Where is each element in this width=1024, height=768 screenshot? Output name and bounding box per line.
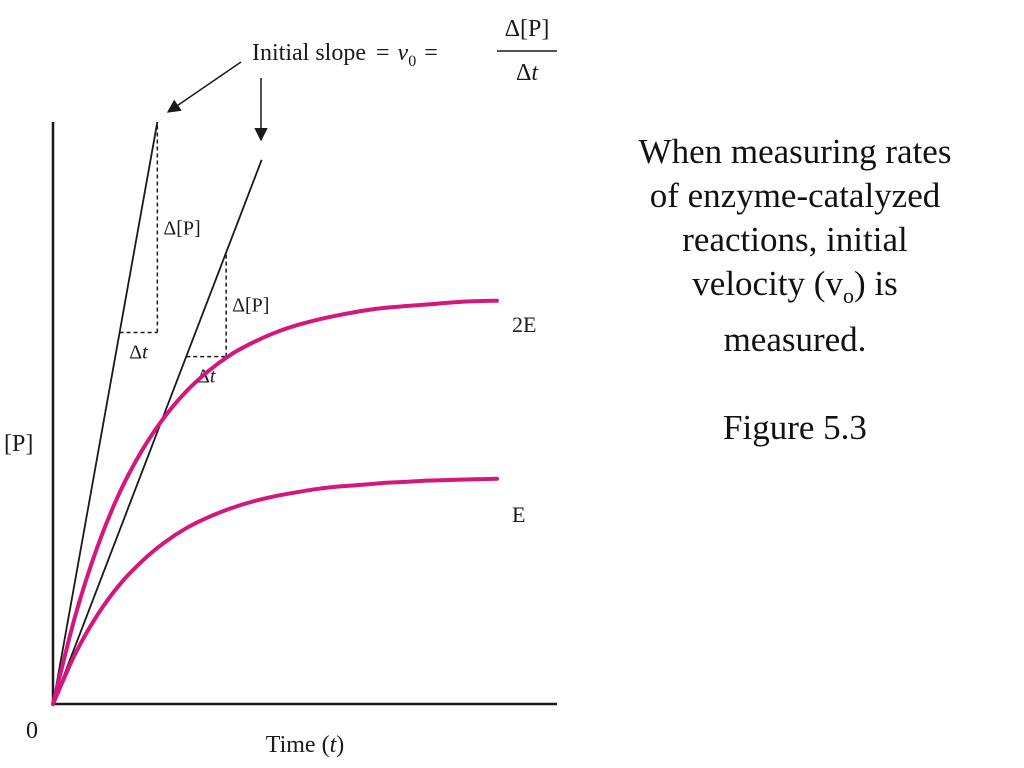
annotation-equals-2: = (424, 40, 438, 66)
annotation-v: v (398, 40, 409, 66)
annotation-frac-denominator: Δt (516, 60, 539, 86)
caption-line-4: velocity (vo) is (585, 262, 1005, 318)
tangent-2E-line (52, 121, 159, 705)
tangent-lines (52, 121, 263, 705)
x-axis-label-suffix: ) (336, 732, 344, 758)
annotation-v-sub: 0 (408, 53, 416, 70)
y-axis-label: [P] (4, 431, 33, 457)
x-axis-label: Time (t) (266, 732, 344, 758)
caption-line-3: reactions, initial (682, 220, 908, 259)
annotation-frac-denominator-t: t (531, 60, 539, 86)
annotation-arrow-left (166, 61, 242, 113)
annotation-equation: Initial slope = v0 = (252, 40, 438, 70)
caption-line-4-suffix: ) is (853, 264, 898, 303)
series-curves (51, 298, 499, 706)
annotation-equals-1: = (376, 40, 390, 66)
x-axis-label-var: t (330, 732, 338, 758)
x-axis-label-prefix: Time ( (266, 732, 330, 758)
slope-triangle-2-dy-label: Δ[P] (232, 295, 269, 317)
tangent-E-line (52, 159, 263, 705)
series-line-e (51, 476, 499, 706)
caption-line-1: When measuring rates (638, 132, 952, 171)
caption-spacer (585, 362, 1005, 406)
caption-line-5: measured. (723, 320, 867, 359)
caption-line-2: of enzyme-catalyzed (649, 176, 941, 215)
origin-label: 0 (26, 718, 38, 744)
figure-reference: Figure 5.3 (723, 408, 867, 447)
caption: When measuring rates of enzyme-catalyzed… (585, 130, 1005, 450)
slope-triangles: Δ[P]ΔtΔ[P]Δt (119, 122, 269, 388)
series-label-e: E (512, 502, 525, 527)
slope-triangle-1-dx-label: Δt (129, 342, 148, 364)
annotation-frac-numerator: Δ[P] (505, 16, 550, 42)
annotation-frac-denominator-delta: Δ (516, 60, 531, 86)
caption-line-4-prefix: velocity (v (692, 264, 843, 303)
series-label-2e: 2E (512, 312, 536, 337)
slope-triangle-1-dy-label: Δ[P] (163, 217, 200, 239)
annotation-text: Initial slope (252, 40, 366, 66)
series-line-2e (51, 298, 499, 706)
caption-line-4-sub: o (842, 283, 854, 308)
